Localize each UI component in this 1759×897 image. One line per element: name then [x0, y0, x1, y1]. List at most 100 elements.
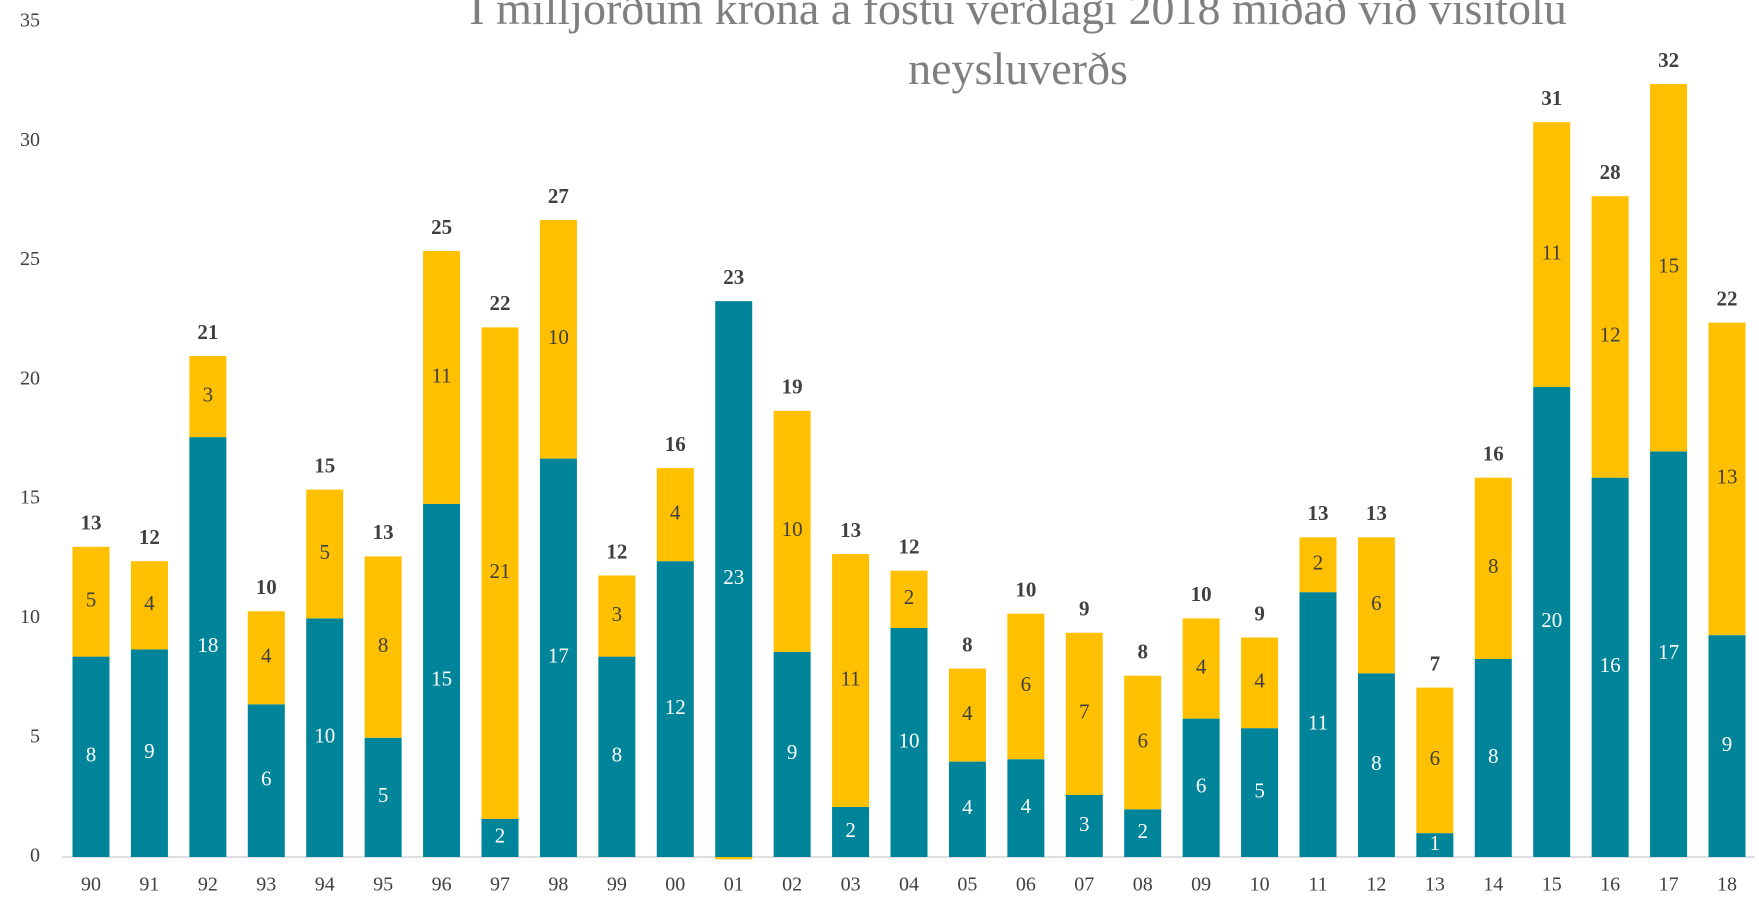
segment-label: 6: [1021, 672, 1032, 696]
bar-segment: [72, 546, 110, 657]
bar-segment: [656, 561, 694, 857]
segment-label: 10: [899, 728, 920, 752]
segment-label: 20: [1541, 608, 1562, 632]
segment-label: 11: [431, 363, 451, 387]
bar-segment: [715, 857, 753, 860]
total-label: 32: [1658, 48, 1679, 72]
x-tick-label: 08: [1133, 874, 1153, 896]
segment-label: 18: [197, 633, 218, 657]
segment-label: 4: [962, 701, 973, 725]
bar-segment: [773, 651, 811, 857]
bar-segment: [890, 570, 928, 628]
x-tick-label: 97: [490, 874, 510, 896]
total-label: 16: [665, 432, 686, 456]
segment-label: 11: [1542, 240, 1562, 264]
x-tick-label: 14: [1483, 874, 1503, 896]
title-line: neysluverðs: [908, 43, 1128, 94]
bar-segment: [1357, 537, 1395, 674]
segment-label: 4: [261, 644, 272, 668]
segment-label: 15: [431, 666, 452, 690]
bar-segment: [1650, 84, 1688, 452]
total-label: 10: [1191, 582, 1212, 606]
bar-segment: [423, 251, 461, 504]
x-tick-label: 01: [724, 874, 744, 896]
bar-segment: [890, 627, 928, 857]
segment-label: 2: [1313, 551, 1324, 575]
total-label: 22: [490, 291, 511, 315]
segment-label: 4: [962, 795, 973, 819]
chart-title: Í milljörðum króna á föstu verðlagi 2018…: [469, 0, 1566, 94]
segment-label: 2: [1137, 819, 1148, 843]
bar-segment: [1533, 122, 1571, 388]
segment-label: 17: [1658, 640, 1679, 664]
segment-label: 6: [1196, 774, 1207, 798]
segment-label: 9: [1722, 732, 1733, 756]
total-label: 9: [1079, 597, 1090, 621]
x-tick-label: 90: [81, 874, 101, 896]
segment-label: 5: [1254, 778, 1265, 802]
x-tick-label: 94: [315, 874, 335, 896]
bar-segment: [1591, 196, 1629, 478]
x-tick-label: 95: [373, 874, 393, 896]
x-tick-label: 18: [1717, 874, 1737, 896]
bar-segment: [1357, 673, 1395, 857]
y-tick-label: 25: [20, 248, 40, 270]
x-tick-label: 13: [1425, 874, 1445, 896]
x-tick-label: 16: [1600, 874, 1620, 896]
bar-segment: [1416, 833, 1454, 857]
bar-segment: [130, 561, 168, 650]
segment-label: 2: [904, 585, 915, 609]
segment-label: 9: [787, 740, 798, 764]
bar-segment: [1007, 759, 1045, 857]
bar-segment: [832, 554, 870, 807]
bar-segment: [247, 611, 285, 705]
bar-segment: [247, 704, 285, 857]
segment-label: 21: [490, 559, 511, 583]
segment-label: 3: [1079, 812, 1090, 836]
segment-label: 2: [845, 818, 856, 842]
total-label: 21: [197, 320, 218, 344]
bar-segment: [1065, 632, 1103, 795]
x-tick-label: 06: [1016, 874, 1036, 896]
bar-segment: [656, 468, 694, 562]
segment-label: 8: [1488, 744, 1499, 768]
total-label: 31: [1541, 86, 1562, 110]
segment-label: 6: [1371, 591, 1382, 615]
bar-segment: [715, 301, 753, 858]
bar-segment: [130, 649, 168, 857]
y-tick-label: 10: [20, 606, 40, 628]
total-label: 13: [373, 520, 394, 544]
bar-segment: [598, 575, 636, 657]
segment-label: 6: [261, 766, 272, 790]
bar-segment: [1124, 809, 1162, 857]
total-label: 7: [1430, 651, 1441, 675]
bar-segment: [1533, 387, 1571, 857]
total-label: 10: [1015, 577, 1036, 601]
bar-segment: [598, 656, 636, 857]
bar-segment: [364, 556, 402, 738]
total-label: 19: [782, 375, 803, 399]
segment-label: 2: [495, 824, 506, 848]
bar-segment: [1708, 322, 1746, 636]
x-tick-label: 00: [665, 874, 685, 896]
segment-label: 11: [1308, 710, 1328, 734]
y-tick-label: 35: [20, 10, 40, 32]
bar-segment: [832, 806, 870, 857]
segment-label: 1: [1430, 831, 1441, 855]
total-label: 13: [1308, 501, 1329, 525]
total-label: 15: [314, 453, 335, 477]
segment-label: 3: [612, 602, 623, 626]
total-label: 23: [723, 265, 744, 289]
segment-label: 7: [1079, 700, 1090, 724]
segment-label: 5: [319, 540, 330, 564]
segment-label: 11: [840, 666, 860, 690]
x-tick-label: 15: [1542, 874, 1562, 896]
total-label: 16: [1483, 441, 1504, 465]
total-label: 27: [548, 184, 569, 208]
segment-label: 10: [782, 517, 803, 541]
segment-label: 23: [723, 565, 744, 589]
bar-segment: [1182, 718, 1220, 857]
total-label: 12: [899, 535, 920, 559]
title-line: Í milljörðum króna á föstu verðlagi 2018…: [469, 0, 1566, 34]
bar-segment: [1708, 635, 1746, 857]
